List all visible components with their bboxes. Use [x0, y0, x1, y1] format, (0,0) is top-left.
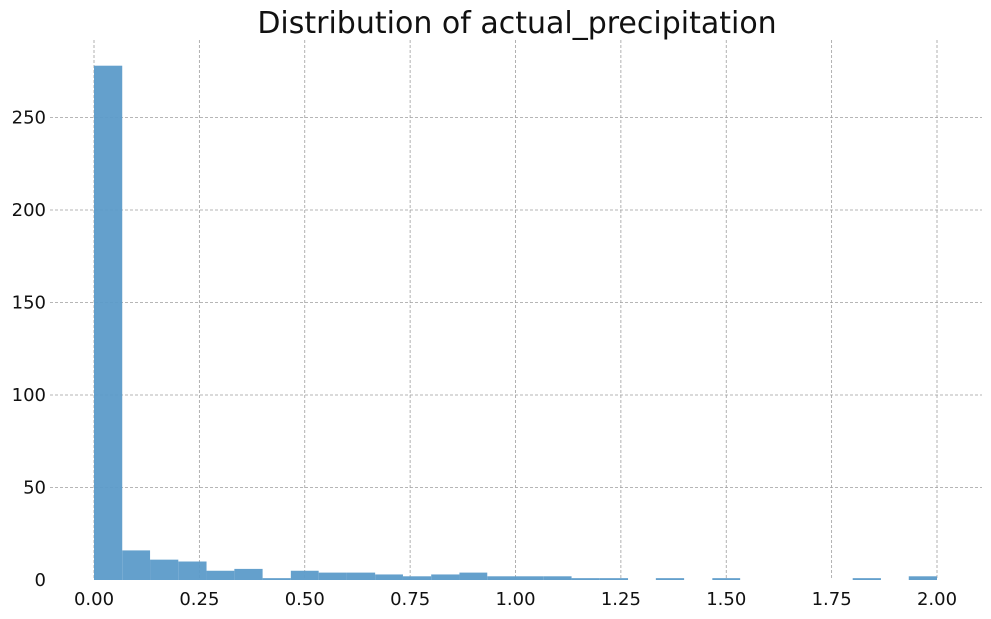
y-axis-ticks: 0 50 100 150 200 250	[12, 108, 46, 592]
y-tick-label: 250	[12, 108, 46, 129]
histogram-bar	[908, 576, 937, 580]
histogram-bar	[234, 568, 263, 580]
histogram-bar	[346, 572, 376, 580]
histogram-bar	[487, 576, 516, 580]
x-tick-label: 0.75	[390, 589, 430, 610]
y-tick-label: 50	[23, 478, 46, 499]
histogram-bar	[262, 578, 291, 580]
gridlines	[50, 40, 982, 580]
x-tick-label: 0.00	[74, 589, 114, 610]
x-tick-label: 1.25	[601, 589, 641, 610]
x-tick-label: 0.50	[285, 589, 325, 610]
y-tick-label: 150	[12, 293, 46, 314]
histogram-bar	[94, 65, 123, 580]
y-tick-label: 0	[35, 570, 46, 591]
histogram-bar	[712, 578, 741, 580]
histogram-bar	[150, 559, 179, 580]
y-tick-label: 100	[12, 385, 46, 406]
histogram-bar	[290, 570, 319, 580]
x-tick-label: 1.00	[495, 589, 535, 610]
histogram-bar	[178, 561, 207, 580]
histogram-bar	[431, 574, 460, 580]
histogram-bar	[543, 576, 572, 580]
histogram-bar	[206, 570, 235, 580]
x-tick-label: 0.25	[179, 589, 219, 610]
chart-title: Distribution of actual_precipitation	[257, 6, 776, 41]
y-tick-label: 200	[12, 200, 46, 221]
histogram-bar	[402, 576, 432, 580]
histogram-bar	[459, 572, 488, 580]
x-tick-label: 1.75	[812, 589, 852, 610]
histogram-bar	[515, 576, 544, 580]
x-tick-label: 2.00	[917, 589, 957, 610]
histogram-bar	[122, 550, 151, 580]
x-tick-label: 1.50	[706, 589, 746, 610]
histogram-bar	[571, 578, 600, 580]
histogram-bar	[599, 578, 629, 580]
histogram-bar	[375, 574, 403, 580]
x-axis-ticks: 0.00 0.25 0.50 0.75 1.00 1.25 1.50 1.75 2.00	[74, 589, 957, 610]
histogram-bar	[852, 578, 881, 580]
histogram-bar	[655, 578, 685, 580]
histogram-bars	[94, 65, 937, 580]
histogram-bar	[318, 572, 347, 580]
